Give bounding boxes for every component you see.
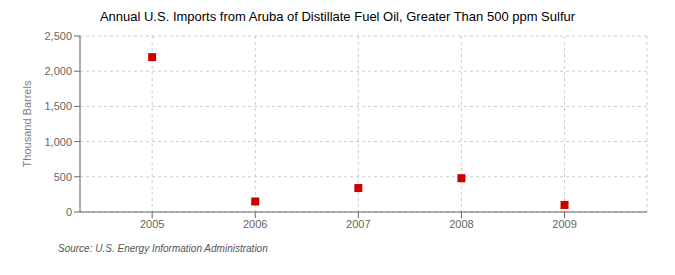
html-text:Source: U.S. Energy Informatio: Source: U.S. Energy Information Administ…: [58, 243, 268, 254]
svg-text:Thousand Barrels: Thousand Barrels: [21, 80, 33, 167]
svg-text:2,000: 2,000: [44, 65, 72, 77]
svg-text:2008: 2008: [449, 218, 473, 230]
svg-text:1,000: 1,000: [44, 136, 72, 148]
svg-text:2006: 2006: [243, 218, 267, 230]
svg-text:2,500: 2,500: [44, 30, 72, 42]
svg-text:2009: 2009: [552, 218, 576, 230]
html-text:Annual U.S. Imports from Aruba: Annual U.S. Imports from Aruba of Distil…: [99, 9, 576, 24]
svg-text:2007: 2007: [346, 218, 370, 230]
svg-text:0: 0: [66, 206, 72, 218]
svg-text:2005: 2005: [140, 218, 164, 230]
svg-text:500: 500: [54, 171, 72, 183]
svg-text:1,500: 1,500: [44, 100, 72, 112]
